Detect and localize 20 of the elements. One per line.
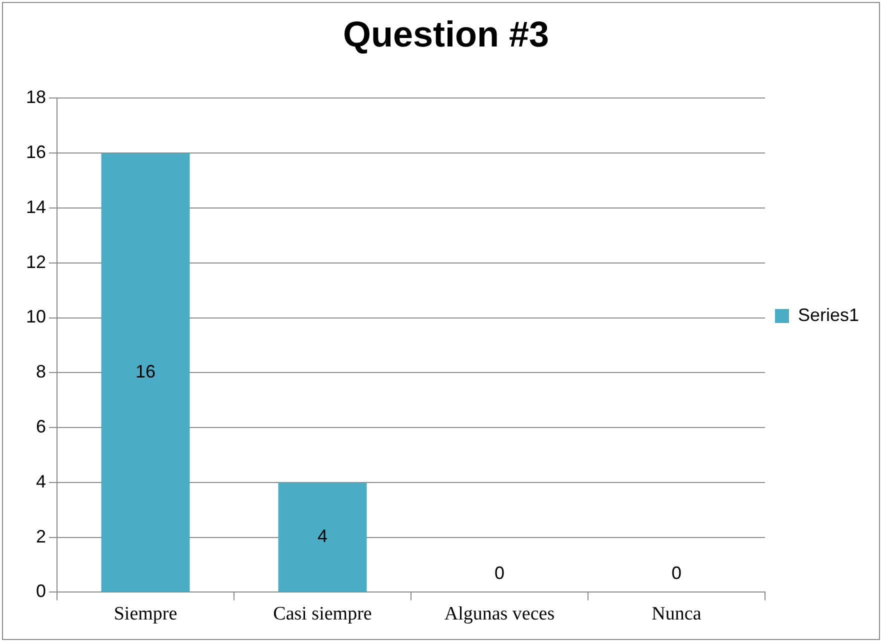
x-tick-label: Siempre	[114, 604, 178, 625]
data-label: 0	[671, 563, 682, 584]
y-tick-label: 0	[36, 581, 46, 602]
y-tick-label: 12	[26, 252, 46, 272]
x-tick-label: Casi siempre	[273, 604, 372, 625]
y-tick-label: 18	[26, 87, 46, 108]
legend-label: Series1	[798, 304, 859, 325]
data-label: 4	[317, 526, 328, 546]
x-tick-label: Algunas veces	[444, 604, 555, 625]
data-label: 0	[494, 563, 504, 584]
y-tick-label: 8	[36, 362, 46, 382]
y-tick-label: 2	[36, 526, 46, 546]
y-tick-label: 14	[26, 196, 46, 217]
data-label: 16	[136, 361, 156, 382]
x-tick-label: Nunca	[652, 604, 702, 625]
y-tick-label: 6	[36, 416, 46, 436]
chart-title: Question #3	[342, 14, 550, 55]
y-tick-label: 4	[36, 471, 46, 492]
y-tick-label: 10	[26, 306, 46, 327]
y-tick-label: 16	[26, 142, 46, 162]
